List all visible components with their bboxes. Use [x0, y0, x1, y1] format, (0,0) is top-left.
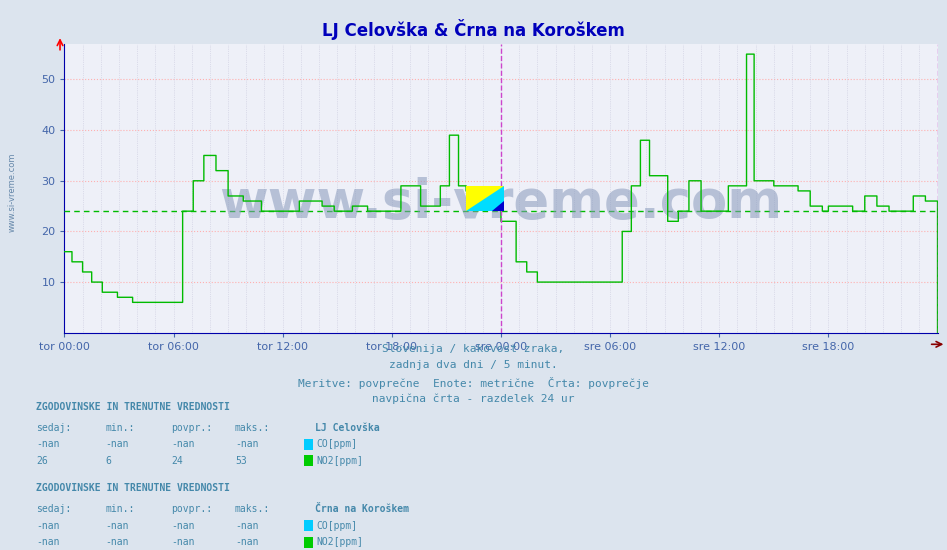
Text: ZGODOVINSKE IN TRENUTNE VREDNOSTI: ZGODOVINSKE IN TRENUTNE VREDNOSTI	[36, 402, 230, 412]
Text: -nan: -nan	[235, 520, 259, 531]
Text: navpična črta - razdelek 24 ur: navpična črta - razdelek 24 ur	[372, 393, 575, 404]
Polygon shape	[491, 201, 504, 211]
Text: maks.:: maks.:	[235, 504, 270, 514]
Text: min.:: min.:	[105, 422, 134, 433]
Text: Črna na Koroškem: Črna na Koroškem	[315, 504, 409, 514]
Text: sedaj:: sedaj:	[36, 504, 71, 514]
Text: -nan: -nan	[36, 439, 60, 449]
Text: NO2[ppm]: NO2[ppm]	[316, 537, 364, 547]
Text: -nan: -nan	[171, 520, 195, 531]
Text: maks.:: maks.:	[235, 422, 270, 433]
Text: -nan: -nan	[36, 520, 60, 531]
Text: 6: 6	[105, 455, 111, 466]
Text: Slovenija / kakovost zraka,: Slovenija / kakovost zraka,	[383, 344, 564, 354]
Text: -nan: -nan	[105, 439, 129, 449]
Text: www.si-vreme.com: www.si-vreme.com	[220, 177, 782, 229]
Text: -nan: -nan	[235, 439, 259, 449]
Text: -nan: -nan	[36, 537, 60, 547]
Text: CO[ppm]: CO[ppm]	[316, 520, 357, 531]
Text: 53: 53	[235, 455, 246, 466]
Text: -nan: -nan	[235, 537, 259, 547]
Polygon shape	[466, 186, 504, 211]
Polygon shape	[466, 186, 504, 211]
Text: -nan: -nan	[105, 520, 129, 531]
Text: NO2[ppm]: NO2[ppm]	[316, 455, 364, 466]
Text: LJ Celovška: LJ Celovška	[315, 422, 380, 433]
Text: ZGODOVINSKE IN TRENUTNE VREDNOSTI: ZGODOVINSKE IN TRENUTNE VREDNOSTI	[36, 483, 230, 493]
Text: CO[ppm]: CO[ppm]	[316, 439, 357, 449]
Text: zadnja dva dni / 5 minut.: zadnja dva dni / 5 minut.	[389, 360, 558, 370]
Text: min.:: min.:	[105, 504, 134, 514]
Text: Meritve: povprečne  Enote: metrične  Črta: povprečje: Meritve: povprečne Enote: metrične Črta:…	[298, 377, 649, 389]
Text: sedaj:: sedaj:	[36, 422, 71, 433]
Text: 26: 26	[36, 455, 47, 466]
Text: LJ Celovška & Črna na Koroškem: LJ Celovška & Črna na Koroškem	[322, 19, 625, 40]
Text: -nan: -nan	[171, 537, 195, 547]
Text: -nan: -nan	[171, 439, 195, 449]
Text: 24: 24	[171, 455, 183, 466]
Text: www.si-vreme.com: www.si-vreme.com	[8, 153, 16, 232]
Text: povpr.:: povpr.:	[171, 504, 212, 514]
Text: -nan: -nan	[105, 537, 129, 547]
Text: povpr.:: povpr.:	[171, 422, 212, 433]
